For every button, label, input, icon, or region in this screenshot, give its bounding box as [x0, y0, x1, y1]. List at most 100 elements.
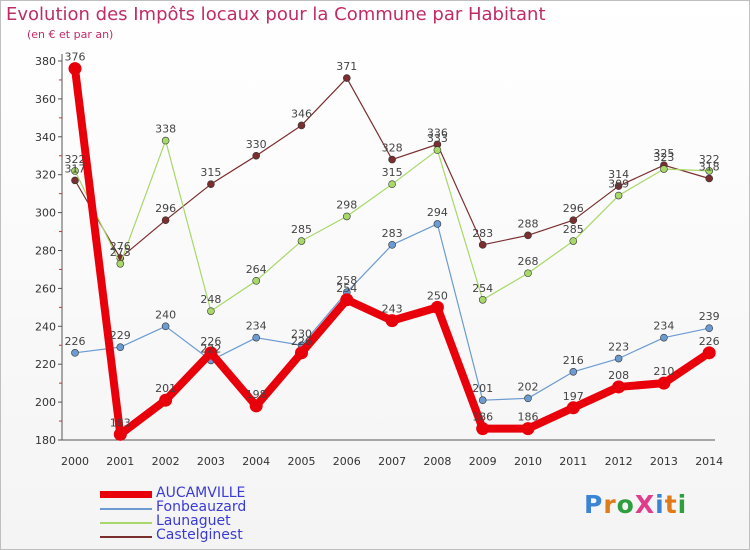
data-label: 226	[200, 335, 221, 348]
data-point	[252, 151, 261, 160]
y-tick-label: 300	[35, 207, 56, 220]
data-label: 248	[200, 293, 221, 306]
data-point	[705, 174, 714, 183]
data-label: 264	[246, 263, 267, 276]
logo-letter: o	[616, 490, 635, 519]
data-point	[702, 346, 716, 360]
data-label: 234	[653, 320, 674, 333]
x-tick-label: 2005	[288, 455, 316, 468]
data-label: 283	[382, 227, 403, 240]
legend-label: Fonbeauzard	[156, 499, 247, 515]
data-point	[340, 293, 354, 307]
data-label: 226	[65, 335, 86, 348]
legend-swatch	[100, 522, 152, 524]
y-tick-label: 200	[35, 396, 56, 409]
chart-title: Evolution des Impôts locaux pour la Comm…	[6, 4, 546, 25]
data-label: 202	[518, 380, 539, 393]
x-tick-label: 2007	[378, 455, 406, 468]
x-tick-label: 2000	[61, 455, 89, 468]
data-point	[385, 314, 399, 328]
data-label: 208	[608, 369, 629, 382]
data-point	[657, 376, 671, 390]
data-label: 201	[472, 382, 493, 395]
data-point	[388, 241, 396, 249]
data-point	[295, 346, 308, 360]
x-tick-label: 2014	[695, 455, 723, 468]
data-label: 250	[427, 289, 448, 302]
y-tick-label: 380	[35, 55, 56, 68]
x-tick-label: 2004	[242, 455, 270, 468]
data-point	[614, 191, 623, 200]
data-label: 201	[155, 382, 176, 395]
data-point	[342, 74, 351, 82]
data-label: 323	[653, 151, 674, 164]
data-label: 296	[563, 202, 584, 215]
y-tick-label: 260	[35, 282, 56, 295]
proxiti-logo: ProXiti	[584, 490, 687, 519]
data-label: 240	[155, 308, 176, 321]
data-point	[566, 401, 580, 415]
y-tick-label: 220	[35, 358, 56, 371]
data-label: 223	[608, 341, 629, 354]
data-label: 216	[563, 354, 584, 367]
data-point	[249, 399, 263, 413]
x-tick-label: 2012	[605, 455, 633, 468]
data-point	[521, 422, 535, 436]
data-label: 288	[518, 217, 539, 230]
data-point	[388, 180, 396, 188]
data-label: 325	[653, 147, 674, 160]
data-point	[433, 220, 442, 228]
data-point	[161, 322, 170, 331]
data-label: 317	[65, 162, 86, 175]
data-label: 243	[382, 303, 403, 316]
data-point	[161, 216, 170, 224]
data-point	[524, 231, 532, 240]
legend-label: Launaguet	[156, 513, 231, 529]
logo-letter: X	[634, 490, 656, 519]
y-tick-label: 180	[35, 434, 56, 447]
data-point	[569, 237, 578, 245]
data-label: 254	[336, 282, 357, 295]
data-label: 315	[382, 166, 403, 179]
data-point	[430, 300, 444, 314]
data-label: 322	[65, 153, 86, 166]
data-point	[569, 367, 578, 376]
data-label: 186	[518, 411, 539, 424]
data-label: 230	[291, 327, 312, 340]
data-point	[614, 182, 623, 190]
x-tick-label: 2009	[469, 455, 497, 468]
data-label: 294	[427, 206, 448, 219]
data-point	[116, 259, 125, 268]
logo-letter: P	[584, 490, 604, 519]
data-label: 210	[653, 365, 674, 378]
data-point	[478, 241, 487, 249]
y-tick-label: 360	[35, 93, 56, 106]
x-tick-label: 2008	[423, 455, 451, 468]
data-point	[478, 396, 487, 405]
legend-label: AUCAMVILLE	[156, 485, 246, 501]
data-label: 283	[472, 227, 493, 240]
x-tick-label: 2010	[514, 455, 542, 468]
data-point	[71, 176, 79, 185]
data-point	[705, 167, 714, 175]
data-label: 258	[336, 274, 357, 287]
data-label: 183	[110, 416, 131, 429]
data-point	[433, 146, 442, 154]
legend-swatch	[100, 536, 152, 538]
data-label: 314	[608, 168, 629, 181]
data-point	[660, 333, 668, 342]
data-point	[207, 307, 215, 315]
data-label: 254	[472, 282, 493, 295]
data-point	[71, 349, 79, 357]
data-point	[207, 180, 215, 188]
y-tick-label: 240	[35, 320, 56, 333]
data-point	[116, 343, 125, 351]
data-label: 371	[336, 60, 357, 73]
legend-swatch	[100, 491, 152, 498]
data-point	[68, 62, 82, 76]
y-tick-label: 280	[35, 245, 56, 258]
data-label: 346	[291, 107, 312, 120]
data-point	[478, 295, 487, 304]
